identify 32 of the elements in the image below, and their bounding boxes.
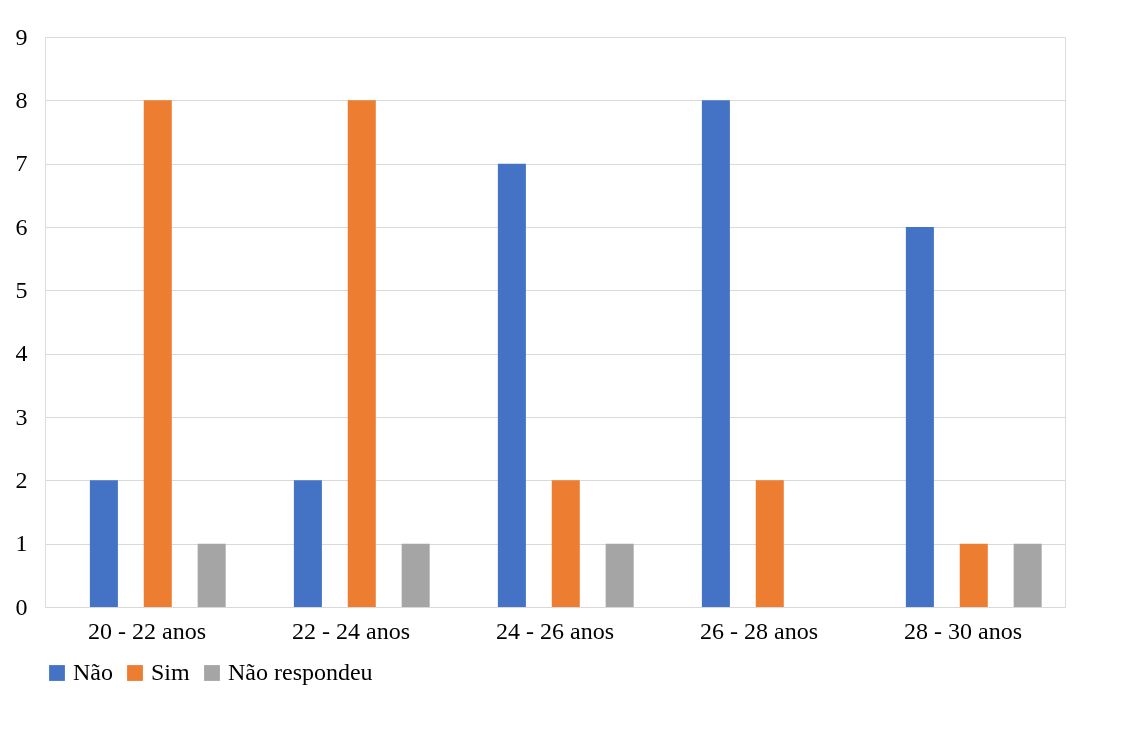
x-tick-label: 26 - 28 anos xyxy=(700,617,818,644)
y-tick-label: 4 xyxy=(15,340,28,367)
bar xyxy=(197,543,226,607)
bar xyxy=(1013,543,1042,607)
bar xyxy=(497,163,526,607)
y-tick-label: 9 xyxy=(15,23,28,50)
bar xyxy=(755,480,784,607)
x-tick-label: 20 - 22 anos xyxy=(88,617,206,644)
bar xyxy=(605,543,634,607)
bar xyxy=(905,227,934,607)
y-tick-label: 2 xyxy=(15,466,28,493)
y-tick-label: 0 xyxy=(15,593,28,620)
bar xyxy=(347,100,376,607)
y-tick-label: 7 xyxy=(15,150,28,177)
x-tick-label: 22 - 24 anos xyxy=(292,617,410,644)
y-tick-label: 8 xyxy=(15,86,28,113)
legend-label: Não xyxy=(73,659,113,685)
bar xyxy=(551,480,580,607)
bar xyxy=(89,480,118,607)
x-tick-label: 24 - 26 anos xyxy=(496,617,614,644)
legend-label: Sim xyxy=(151,659,191,685)
y-tick-label: 6 xyxy=(15,213,28,240)
bar xyxy=(959,543,988,607)
legend-label: Não respondeu xyxy=(228,659,373,685)
bar xyxy=(701,100,730,607)
x-tick-label: 28 - 30 anos xyxy=(904,617,1022,644)
y-tick-label: 1 xyxy=(15,530,28,557)
y-tick-label: 3 xyxy=(15,403,28,430)
bar xyxy=(401,543,430,607)
y-tick-label: 5 xyxy=(15,276,28,303)
bar xyxy=(293,480,322,607)
bar xyxy=(143,100,172,607)
